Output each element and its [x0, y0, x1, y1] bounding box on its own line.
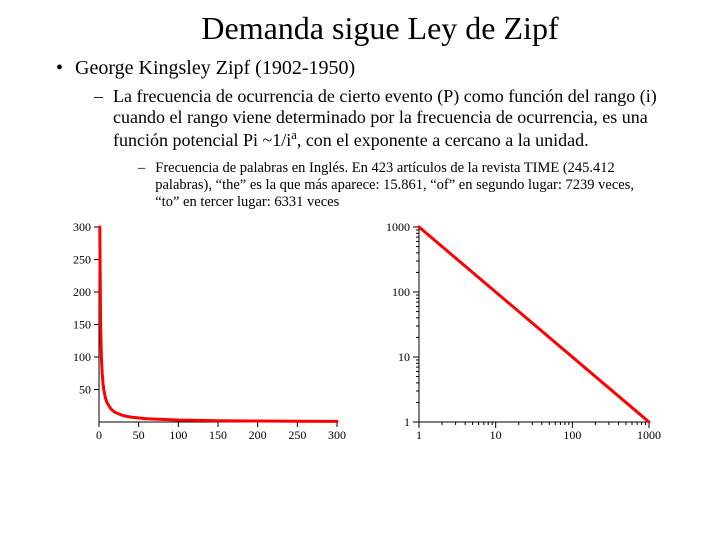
svg-text:250: 250	[288, 428, 306, 442]
dash-icon: –	[94, 86, 103, 152]
svg-text:50: 50	[133, 428, 145, 442]
svg-text:100: 100	[563, 428, 581, 442]
loglog-chart: 1 10 100 1000 1 10 100 1000	[371, 219, 661, 444]
svg-text:150: 150	[209, 428, 227, 442]
svg-text:10: 10	[490, 428, 502, 442]
svg-text:250: 250	[73, 253, 91, 267]
svg-text:1000: 1000	[386, 220, 410, 234]
linear-chart: 50 100 150 200 250 300 0 50 100 150 200 250 300	[59, 219, 349, 444]
svg-text:1000: 1000	[637, 428, 661, 442]
svg-text:200: 200	[249, 428, 267, 442]
svg-text:10: 10	[398, 350, 410, 364]
bullet1-text: George Kingsley Zipf (1902-1950)	[75, 57, 355, 80]
bullet-level3: – Frecuencia de palabras en Inglés. En 4…	[138, 160, 652, 211]
bullet-level2: – La frecuencia de ocurrencia de cierto …	[94, 86, 662, 152]
bullet2-text: La frecuencia de ocurrencia de cierto ev…	[113, 86, 662, 152]
svg-text:1: 1	[416, 428, 422, 442]
bullet-dot-icon: •	[56, 57, 63, 80]
charts-row: 50100150200250300050100150200250300 1101…	[28, 219, 692, 444]
slide-title: Demanda sigue Ley de Zipf	[28, 10, 692, 47]
bullet-level1: • George Kingsley Zipf (1902-1950)	[56, 57, 692, 80]
bullet3-text: Frecuencia de palabras en Inglés. En 423…	[155, 160, 652, 211]
svg-text:300: 300	[73, 220, 91, 234]
svg-text:100: 100	[73, 350, 91, 364]
dash-icon: –	[138, 160, 145, 211]
svg-text:1: 1	[404, 415, 410, 429]
svg-text:50: 50	[79, 383, 91, 397]
svg-text:0: 0	[96, 428, 102, 442]
bullet2-post: , con el exponente a cercano a la unidad…	[297, 130, 589, 150]
svg-text:100: 100	[169, 428, 187, 442]
svg-text:300: 300	[328, 428, 346, 442]
svg-text:150: 150	[73, 318, 91, 332]
svg-text:200: 200	[73, 285, 91, 299]
svg-text:100: 100	[392, 285, 410, 299]
